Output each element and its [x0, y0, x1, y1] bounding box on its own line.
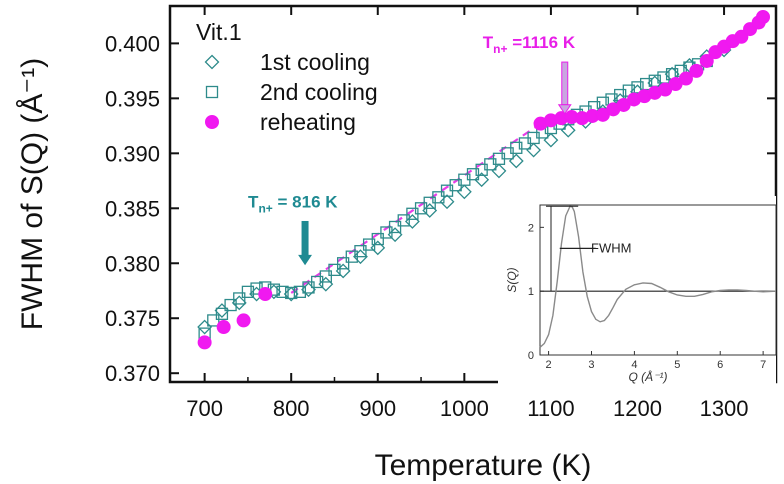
data-point — [233, 292, 246, 305]
data-point — [318, 276, 334, 292]
data-point — [236, 313, 251, 328]
data-point — [510, 141, 523, 154]
x-tick-label: 1000 — [440, 396, 489, 421]
data-point — [371, 232, 384, 246]
inset-y-tick-label: 2 — [528, 222, 534, 234]
data-point — [699, 53, 714, 68]
annotation-arrow-head — [298, 254, 312, 266]
annotation-arrow-shaft — [561, 61, 569, 106]
inset-plot: 2 3 4 5 6 7 0 1 2 Q (Å⁻¹) S(Q) FWHM — [498, 196, 777, 384]
annotation-label: Tn+ = 816 K — [248, 192, 338, 215]
data-point — [678, 71, 693, 86]
plot-frame — [168, 4, 778, 384]
data-point — [328, 263, 341, 277]
x-tick-label: 900 — [359, 396, 396, 421]
data-point — [276, 285, 289, 298]
legend-marker — [205, 115, 219, 129]
inset-x-tick-label: 7 — [760, 359, 766, 371]
annotation-arrow-head — [557, 104, 572, 115]
annotation-label: Tn+ =1116 K — [483, 33, 576, 56]
data-point — [224, 298, 237, 312]
data-point — [439, 194, 455, 210]
x-tick-label: 1100 — [527, 396, 574, 421]
x-tick-label: 1300 — [700, 396, 749, 421]
legend: Vit.1 1st cooling 2nd cooling reheating — [196, 19, 378, 135]
data-point — [456, 184, 472, 200]
data-point — [689, 63, 704, 78]
x-tick-label: 700 — [186, 396, 223, 421]
data-point — [283, 286, 299, 302]
y-tick-label: 0.380 — [105, 251, 160, 276]
inset-x-tick-label: 4 — [631, 359, 637, 371]
legend-entry: reheating — [260, 109, 356, 135]
inset-y-tick-label: 1 — [528, 286, 534, 298]
legend-marker — [205, 85, 219, 99]
y-tick-label: 0.385 — [105, 196, 160, 221]
inset-frame — [539, 204, 777, 356]
data-point — [508, 153, 524, 169]
series-reheating — [197, 9, 771, 350]
inset-x-tick-label: 3 — [588, 359, 594, 371]
data-point — [631, 81, 644, 94]
data-point — [231, 295, 247, 311]
inset-x-tick-label: 2 — [546, 359, 552, 371]
data-point — [474, 172, 490, 188]
data-point — [370, 240, 386, 256]
data-point — [197, 319, 213, 335]
y-tick-label: 0.390 — [105, 141, 160, 166]
inset-fwhm-label: FWHM — [591, 240, 631, 255]
data-point — [432, 191, 445, 204]
data-point — [466, 168, 480, 181]
data-point — [387, 227, 403, 243]
x-tick-label: 1200 — [613, 396, 662, 421]
data-point — [526, 142, 542, 158]
data-point — [285, 286, 298, 300]
inset-x-tick-label: 6 — [717, 359, 723, 371]
data-point — [734, 29, 749, 44]
data-point — [293, 285, 307, 298]
y-tick-label: 0.370 — [105, 361, 160, 386]
inset-y-axis-title: S(Q) — [505, 267, 519, 292]
data-point — [319, 270, 332, 283]
data-point — [216, 320, 231, 335]
legend-entry: 1st cooling — [260, 49, 370, 75]
data-point — [543, 132, 559, 148]
data-point — [353, 249, 368, 265]
data-point — [491, 163, 507, 179]
y-tick-label: 0.375 — [105, 306, 160, 331]
x-tick-label: 800 — [273, 396, 310, 421]
inset-x-axis-title: Q (Å⁻¹) — [629, 369, 668, 384]
data-point — [258, 287, 273, 302]
data-point — [422, 203, 438, 218]
data-point — [560, 122, 576, 138]
inset-x-tick-label: 5 — [674, 359, 680, 371]
annotation-tn2: Tn+ =1116 K — [483, 33, 576, 115]
data-point — [756, 9, 771, 24]
legend-entry: 2nd cooling — [260, 79, 378, 105]
data-point — [388, 220, 402, 234]
annotation-arrow-shaft — [301, 220, 309, 256]
y-axis-title: FWHM of S(Q) (Å⁻¹) — [16, 58, 49, 330]
data-point — [197, 335, 212, 350]
inset-sq-curve — [539, 205, 777, 348]
data-point — [336, 257, 350, 270]
data-point — [397, 214, 410, 227]
legend-marker — [204, 54, 220, 70]
data-point — [241, 285, 255, 298]
y-tick-label: 0.400 — [105, 31, 160, 56]
annotation-tn1: Tn+ = 816 K — [248, 192, 338, 266]
legend-title: Vit.1 — [196, 19, 242, 45]
data-point — [215, 307, 229, 320]
data-point — [354, 245, 367, 258]
y-tick-label: 0.395 — [105, 86, 160, 111]
data-point — [207, 314, 220, 327]
data-point — [596, 96, 610, 109]
inset-y-tick-label: 0 — [528, 350, 534, 362]
x-axis-title: Temperature (K) — [375, 449, 592, 482]
main-plot: 700 800 900 1000 1100 1200 1300 0.370 0.375 0.380… — [16, 4, 778, 482]
